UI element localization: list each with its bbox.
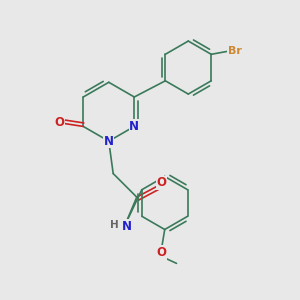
Text: O: O [156, 246, 166, 259]
Text: N: N [129, 120, 139, 133]
Text: N: N [122, 220, 132, 233]
Text: O: O [157, 176, 167, 190]
Text: O: O [55, 116, 65, 129]
Text: Br: Br [228, 46, 242, 56]
Text: H: H [110, 220, 119, 230]
Text: N: N [104, 135, 114, 148]
